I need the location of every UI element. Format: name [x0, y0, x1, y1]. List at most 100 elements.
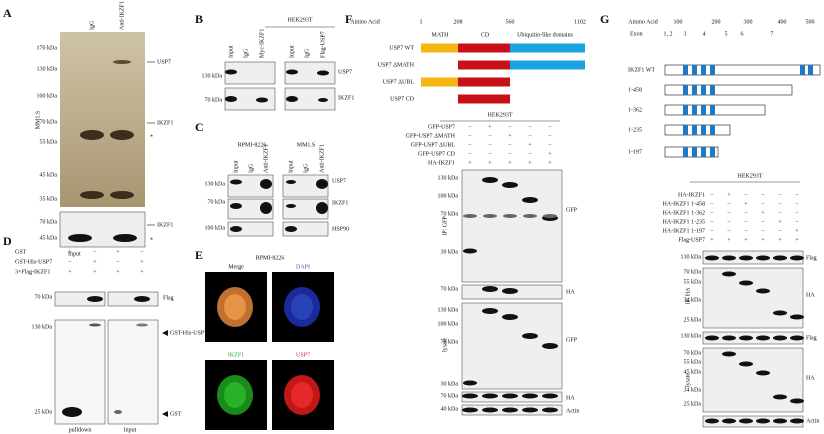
sign: − [528, 124, 532, 130]
lane-label: Input [228, 45, 234, 58]
lane-label: Input [233, 160, 239, 173]
band [542, 407, 558, 413]
marker: 34 kDa [684, 387, 702, 393]
nucleus [291, 382, 313, 408]
band-label: HA [566, 395, 575, 401]
marker: 130 kDa [202, 73, 223, 79]
domain [458, 43, 510, 53]
zinc-finger [710, 147, 715, 157]
construct-label: 1-458 [628, 87, 642, 93]
row-label: Flag-USP7 [678, 237, 705, 243]
band [463, 380, 477, 386]
sign: + [548, 151, 552, 157]
band [87, 296, 103, 302]
sign: − [727, 210, 731, 216]
sign: − [727, 219, 731, 225]
tile-label: IKZF1 [228, 352, 244, 358]
marker: 25 kDa [684, 317, 702, 323]
band [482, 407, 498, 413]
zinc-finger [692, 105, 697, 115]
sign: − [508, 124, 512, 130]
band [522, 197, 538, 203]
band [225, 69, 237, 75]
sign: − [93, 249, 97, 255]
band [482, 177, 498, 183]
sign: − [508, 142, 512, 148]
band [722, 418, 736, 424]
row-label: HA-IKZF1 1-458 [663, 201, 706, 207]
lane-label: Anti-IKZF1 [263, 144, 269, 173]
sign: − [727, 201, 731, 207]
band [316, 179, 328, 189]
marker: 100 kDa [438, 193, 459, 199]
sign: − [488, 151, 492, 157]
sign: + [727, 192, 731, 198]
sign: − [778, 210, 782, 216]
row-label: HA-IKZF1 [678, 192, 705, 198]
sign: − [710, 219, 714, 225]
band-label: * [150, 237, 153, 243]
band-label: USP7 [338, 69, 352, 75]
marker: 40 kDa [441, 406, 459, 412]
band [739, 280, 753, 286]
domain [510, 43, 585, 53]
lane-label: Input [289, 45, 295, 58]
sign: + [795, 228, 799, 234]
zinc-finger [683, 125, 688, 135]
band [722, 335, 736, 341]
band [502, 288, 518, 294]
zinc-finger [701, 85, 706, 95]
marker: 100 kDa [37, 93, 58, 99]
sign: + [488, 124, 492, 130]
sign: − [744, 219, 748, 225]
band [285, 226, 297, 232]
axis-label: 400 [778, 19, 787, 25]
sign: + [778, 237, 782, 243]
sign: − [488, 142, 492, 148]
exon-label: 3 [684, 31, 687, 37]
band [482, 308, 498, 314]
band [543, 214, 557, 218]
panel-letter: C [195, 120, 204, 134]
marker: 70 kDa [684, 269, 702, 275]
sign: − [795, 219, 799, 225]
lane-label: Input [68, 251, 81, 257]
sign: − [548, 142, 552, 148]
sign: + [140, 269, 144, 275]
zinc-finger [692, 147, 697, 157]
band [483, 214, 497, 218]
zinc-finger [683, 85, 688, 95]
band [136, 323, 148, 327]
sign: + [68, 269, 72, 275]
band [722, 271, 736, 277]
sign: − [795, 192, 799, 198]
lane-label: pulldown [69, 427, 92, 433]
sign: + [710, 237, 714, 243]
band [542, 393, 558, 399]
band [705, 255, 719, 261]
band-label: USP7 [157, 59, 171, 65]
row-label: GFP-USP7 ΔUBL [411, 142, 456, 148]
domain [458, 60, 510, 70]
nucleus [224, 382, 246, 408]
blot [282, 221, 329, 237]
band [790, 418, 804, 424]
construct-label: 1-197 [628, 149, 642, 155]
zinc-finger [683, 147, 688, 157]
band-label: IKZF1 [338, 95, 354, 101]
sign: + [488, 160, 492, 166]
gel [60, 32, 145, 207]
band [286, 69, 298, 75]
zinc-finger [701, 147, 706, 157]
sign: − [488, 133, 492, 139]
sign: − [528, 151, 532, 157]
sign: − [761, 201, 765, 207]
marker: 70 kDa [441, 286, 459, 292]
band [68, 234, 92, 242]
band [110, 130, 134, 140]
band [722, 255, 736, 261]
zinc-finger [683, 65, 688, 75]
sign: + [727, 237, 731, 243]
lane-label: IgG [248, 163, 254, 173]
band [89, 323, 101, 327]
